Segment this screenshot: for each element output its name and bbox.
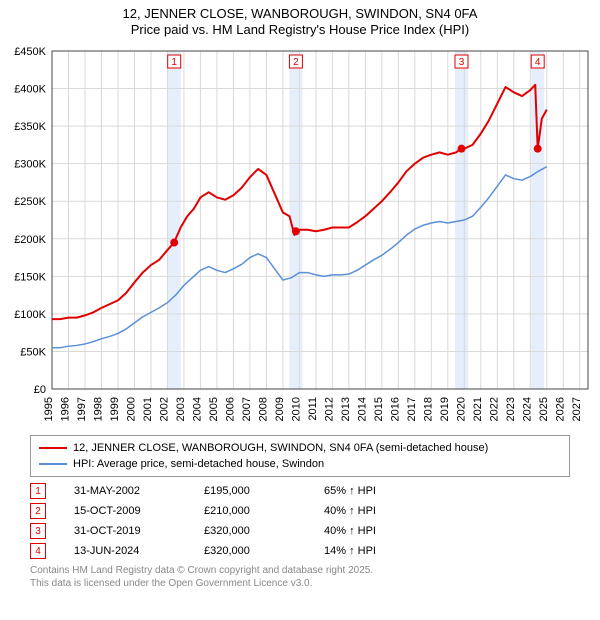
footer: Contains HM Land Registry data © Crown c… (30, 565, 570, 590)
tx-delta: 40% ↑ HPI (324, 505, 444, 517)
svg-text:2002: 2002 (158, 397, 170, 421)
svg-text:2015: 2015 (373, 397, 385, 421)
svg-text:1996: 1996 (59, 397, 71, 421)
legend-swatch-hpi (39, 463, 67, 465)
svg-text:£100K: £100K (14, 309, 46, 321)
title-line1: 12, JENNER CLOSE, WANBOROUGH, SWINDON, S… (0, 6, 600, 21)
tx-date: 31-MAY-2002 (74, 485, 204, 497)
table-row: 1 31-MAY-2002 £195,000 65% ↑ HPI (30, 481, 570, 501)
svg-text:£400K: £400K (14, 84, 46, 96)
table-row: 2 15-OCT-2009 £210,000 40% ↑ HPI (30, 501, 570, 521)
svg-text:£350K: £350K (14, 121, 46, 133)
svg-text:£250K: £250K (14, 196, 46, 208)
legend: 12, JENNER CLOSE, WANBOROUGH, SWINDON, S… (30, 435, 570, 477)
svg-text:£150K: £150K (14, 271, 46, 283)
svg-text:2003: 2003 (175, 397, 187, 421)
svg-text:£50K: £50K (20, 346, 46, 358)
svg-text:2027: 2027 (571, 397, 583, 421)
price-chart: £0 £50K £100K £150K £200K £250K £300K £350K £400… (0, 39, 600, 429)
svg-text:1: 1 (171, 57, 177, 68)
legend-label-property: 12, JENNER CLOSE, WANBOROUGH, SWINDON, S… (73, 442, 488, 454)
tx-price: £320,000 (204, 525, 324, 537)
svg-text:2026: 2026 (554, 397, 566, 421)
svg-text:2000: 2000 (125, 397, 137, 421)
svg-text:2021: 2021 (472, 397, 484, 421)
legend-item-hpi: HPI: Average price, semi-detached house,… (39, 456, 561, 472)
svg-text:2006: 2006 (224, 397, 236, 421)
transactions-table: 1 31-MAY-2002 £195,000 65% ↑ HPI 2 15-OC… (30, 481, 570, 561)
svg-text:4: 4 (535, 57, 541, 68)
svg-text:2017: 2017 (406, 397, 418, 421)
tx-price: £195,000 (204, 485, 324, 497)
legend-item-property: 12, JENNER CLOSE, WANBOROUGH, SWINDON, S… (39, 440, 561, 456)
tx-marker-3: 3 (30, 523, 46, 539)
tx-price: £210,000 (204, 505, 324, 517)
svg-text:1997: 1997 (76, 397, 88, 421)
svg-text:2016: 2016 (389, 397, 401, 421)
svg-text:2011: 2011 (307, 397, 319, 421)
tx-marker-4: 4 (30, 543, 46, 559)
svg-text:2005: 2005 (208, 397, 220, 421)
svg-text:2010: 2010 (290, 397, 302, 421)
svg-text:3: 3 (459, 57, 465, 68)
tx-marker-2: 2 (30, 503, 46, 519)
chart-title: 12, JENNER CLOSE, WANBOROUGH, SWINDON, S… (0, 0, 600, 39)
svg-text:2007: 2007 (241, 397, 253, 421)
tx-date: 15-OCT-2009 (74, 505, 204, 517)
svg-text:2: 2 (293, 57, 299, 68)
tx-delta: 40% ↑ HPI (324, 525, 444, 537)
tx-price: £320,000 (204, 545, 324, 557)
tx-marker-1: 1 (30, 483, 46, 499)
tx-delta: 65% ↑ HPI (324, 485, 444, 497)
svg-text:2022: 2022 (488, 397, 500, 421)
svg-text:2019: 2019 (439, 397, 451, 421)
table-row: 4 13-JUN-2024 £320,000 14% ↑ HPI (30, 541, 570, 561)
tx-date: 31-OCT-2019 (74, 525, 204, 537)
svg-text:2001: 2001 (142, 397, 154, 421)
svg-text:2012: 2012 (323, 397, 335, 421)
svg-text:1998: 1998 (92, 397, 104, 421)
svg-text:£200K: £200K (14, 234, 46, 246)
tx-date: 13-JUN-2024 (74, 545, 204, 557)
tx-delta: 14% ↑ HPI (324, 545, 444, 557)
svg-text:2009: 2009 (274, 397, 286, 421)
footer-line1: Contains HM Land Registry data © Crown c… (30, 565, 570, 578)
svg-text:2018: 2018 (422, 397, 434, 421)
svg-text:£450K: £450K (14, 46, 46, 58)
svg-text:2004: 2004 (191, 397, 203, 421)
svg-text:2014: 2014 (356, 397, 368, 421)
svg-text:1995: 1995 (43, 397, 55, 421)
svg-text:2025: 2025 (538, 397, 550, 421)
svg-text:1999: 1999 (109, 397, 121, 421)
svg-text:£0: £0 (34, 384, 46, 396)
legend-label-hpi: HPI: Average price, semi-detached house,… (73, 458, 324, 470)
svg-text:2024: 2024 (521, 397, 533, 421)
chart-svg: £0 £50K £100K £150K £200K £250K £300K £350K £400… (0, 39, 600, 429)
legend-swatch-property (39, 447, 67, 449)
svg-text:2020: 2020 (455, 397, 467, 421)
svg-text:2023: 2023 (505, 397, 517, 421)
svg-text:£300K: £300K (14, 159, 46, 171)
title-line2: Price paid vs. HM Land Registry's House … (0, 22, 600, 37)
svg-text:2013: 2013 (340, 397, 352, 421)
footer-line2: This data is licensed under the Open Gov… (30, 578, 570, 591)
svg-text:2008: 2008 (257, 397, 269, 421)
table-row: 3 31-OCT-2019 £320,000 40% ↑ HPI (30, 521, 570, 541)
